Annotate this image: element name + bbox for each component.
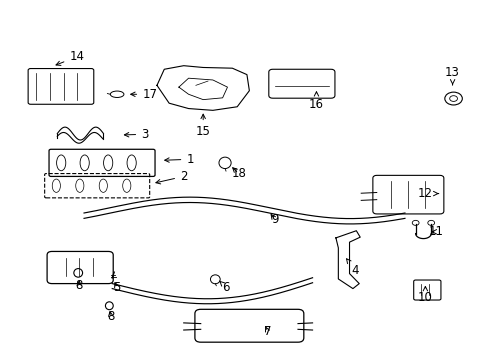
Text: 9: 9 (270, 213, 278, 226)
Text: 3: 3 (124, 128, 148, 141)
Text: 2: 2 (156, 170, 187, 184)
Text: 16: 16 (308, 92, 323, 112)
Text: 8: 8 (107, 310, 114, 323)
Text: 17: 17 (130, 88, 157, 101)
Text: 10: 10 (417, 287, 432, 304)
Text: 8: 8 (75, 279, 82, 292)
Text: 11: 11 (428, 225, 443, 238)
Text: 1: 1 (164, 153, 193, 166)
Text: 4: 4 (346, 259, 358, 276)
Text: 13: 13 (444, 66, 459, 85)
Text: 6: 6 (219, 281, 229, 294)
Text: 18: 18 (231, 167, 245, 180)
Text: 7: 7 (264, 325, 271, 338)
Text: 5: 5 (113, 282, 121, 294)
Text: 14: 14 (56, 50, 84, 66)
Text: 12: 12 (417, 187, 438, 200)
Text: 15: 15 (195, 114, 210, 138)
